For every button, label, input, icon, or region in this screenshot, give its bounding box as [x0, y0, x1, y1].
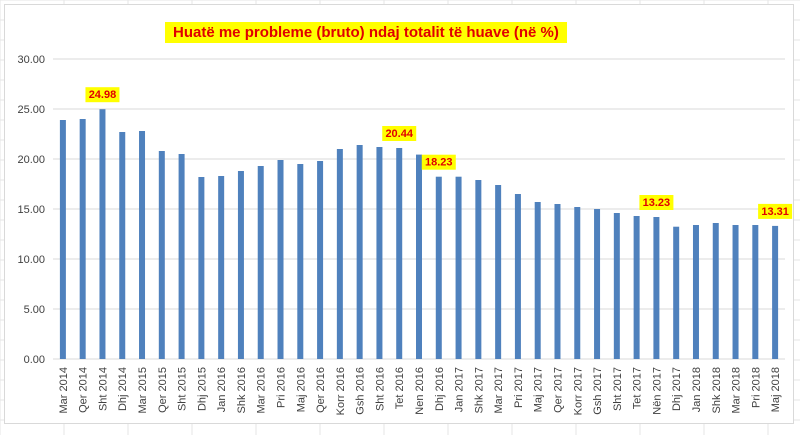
- x-tick-label: Maj 2018: [770, 367, 782, 412]
- y-tick-label: 20.00: [17, 154, 45, 166]
- x-tick-label: Sht 2014: [97, 367, 109, 411]
- x-tick-label: Korr 2017: [572, 367, 584, 415]
- bar[interactable]: [79, 119, 86, 359]
- bar[interactable]: [475, 180, 482, 359]
- y-tick-label: 0.00: [24, 354, 45, 366]
- data-label-background: [382, 126, 417, 141]
- bar[interactable]: [99, 109, 106, 359]
- x-tick-label: Mar 2018: [731, 367, 743, 413]
- x-tick-label: Dhj 2016: [434, 367, 446, 411]
- bar[interactable]: [712, 223, 719, 359]
- bar[interactable]: [297, 164, 304, 359]
- bar[interactable]: [158, 151, 165, 359]
- bar[interactable]: [554, 204, 561, 359]
- bar[interactable]: [653, 217, 660, 359]
- x-tick-label: Jan 2017: [454, 367, 466, 412]
- x-tick-label: Qer 2016: [315, 367, 327, 413]
- bar[interactable]: [534, 202, 541, 359]
- bar[interactable]: [673, 226, 680, 359]
- bar[interactable]: [218, 176, 225, 359]
- bar[interactable]: [514, 194, 521, 359]
- bar[interactable]: [139, 131, 146, 359]
- chart-area[interactable]: 0.00 5.00 10.00 15.00 20.00 25.00 30.00 Mar 201…: [4, 4, 794, 424]
- x-tick-label: Dhj 2017: [671, 367, 683, 411]
- bar[interactable]: [455, 176, 462, 359]
- x-tick-label: Mar 2014: [58, 367, 70, 413]
- x-tick-label: Sht 2015: [177, 367, 189, 411]
- x-tick-label: Sht 2017: [612, 367, 624, 411]
- chart-plot: 0.00 5.00 10.00 15.00 20.00 25.00 30.00 Mar 201…: [17, 54, 793, 415]
- bar[interactable]: [119, 132, 126, 359]
- x-tick-label: Qer 2014: [78, 367, 90, 413]
- y-tick-label: 30.00: [17, 54, 45, 66]
- bar[interactable]: [732, 225, 739, 359]
- x-tick-label: Korr 2016: [335, 367, 347, 415]
- bar[interactable]: [416, 154, 422, 359]
- data-label-background: [758, 203, 793, 219]
- x-tick-label: Pri 2017: [513, 367, 525, 408]
- bar[interactable]: [633, 216, 640, 359]
- bar[interactable]: [594, 209, 601, 359]
- x-tick-label: Dhj 2015: [196, 367, 208, 411]
- x-tick-label: Tet 2017: [632, 367, 644, 409]
- x-tick-label: Gsh 2017: [592, 367, 604, 415]
- data-label: 20.44: [385, 128, 413, 140]
- x-tick-label: Shk 2016: [236, 367, 248, 413]
- x-tick-label: Sht 2016: [374, 367, 386, 411]
- data-label-background: [85, 87, 120, 103]
- bar[interactable]: [396, 148, 403, 359]
- x-tick-label: Mar 2016: [256, 367, 268, 413]
- x-tick-label: Mar 2017: [493, 367, 505, 413]
- x-tick-label: Tet 2016: [394, 367, 406, 409]
- y-tick-label: 15.00: [17, 204, 45, 216]
- bar[interactable]: [435, 176, 442, 359]
- bar[interactable]: [692, 225, 699, 359]
- bar[interactable]: [277, 160, 284, 359]
- bar[interactable]: [178, 154, 185, 359]
- y-tick-label: 5.00: [24, 304, 45, 316]
- x-tick-label: Gsh 2016: [355, 367, 367, 415]
- x-tick-label: Nen 2016: [414, 367, 426, 415]
- bar[interactable]: [257, 166, 264, 359]
- x-tick-label: Dhj 2014: [117, 367, 129, 411]
- x-tick-label: Qer 2015: [157, 367, 169, 413]
- x-tick-label: Maj 2016: [295, 367, 307, 412]
- bar[interactable]: [613, 213, 620, 359]
- x-tick-label: Jan 2016: [216, 367, 228, 412]
- y-tick-label: 25.00: [17, 104, 45, 116]
- x-tick-label: Maj 2017: [533, 367, 545, 412]
- chart-title: Huatë me probleme (bruto) ndaj totalit t…: [165, 22, 567, 43]
- bar[interactable]: [752, 225, 759, 359]
- x-tick-label: Pri 2016: [276, 367, 288, 408]
- x-tick-label: Qer 2017: [552, 367, 564, 413]
- y-tick-label: 10.00: [17, 254, 45, 266]
- x-tick-label: Nën 2017: [651, 367, 663, 415]
- data-label-background: [639, 195, 674, 210]
- data-label: 13.23: [643, 197, 671, 209]
- bar[interactable]: [198, 177, 205, 359]
- x-tick-label: Shk 2018: [711, 367, 723, 413]
- bar[interactable]: [336, 149, 343, 359]
- x-tick-label: Jan 2018: [691, 367, 703, 412]
- bar[interactable]: [495, 185, 502, 359]
- data-label: 24.98: [89, 89, 117, 101]
- bar[interactable]: [356, 145, 363, 359]
- data-label: 18.23: [425, 157, 453, 169]
- bar[interactable]: [317, 161, 324, 359]
- bar[interactable]: [237, 171, 244, 359]
- bar[interactable]: [59, 120, 66, 359]
- x-tick-label: Shk 2017: [473, 367, 485, 413]
- bar[interactable]: [376, 147, 383, 359]
- data-label-background: [421, 154, 456, 170]
- bar[interactable]: [574, 207, 581, 359]
- x-tick-label: Pri 2018: [750, 367, 762, 408]
- data-label: 13.31: [761, 206, 789, 218]
- bar[interactable]: [772, 225, 779, 359]
- x-tick-label: Mar 2015: [137, 367, 149, 413]
